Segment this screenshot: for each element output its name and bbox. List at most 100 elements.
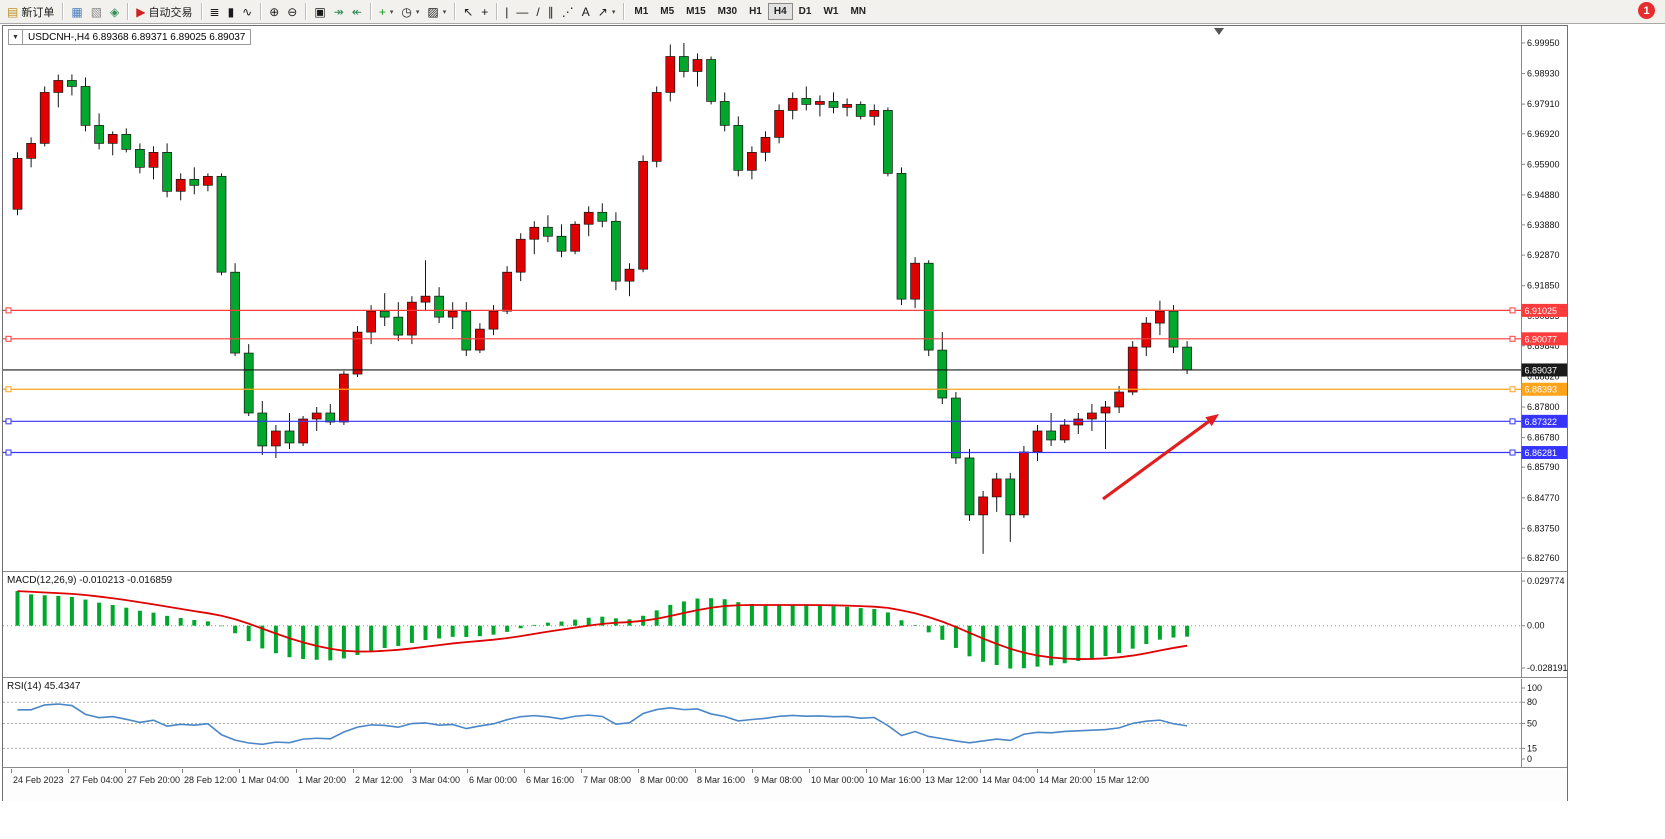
charts-icon: ▦ xyxy=(71,4,83,19)
price-tag-label: 6.86281 xyxy=(1525,448,1558,458)
notification-badge[interactable]: 1 xyxy=(1638,2,1655,19)
time-tick xyxy=(296,769,297,773)
toolbar-separator xyxy=(369,3,371,20)
horizontal-line-6.88393[interactable]: 6.88393 xyxy=(3,382,1567,396)
indicators-button[interactable]: + ▾ xyxy=(375,2,398,22)
rsi-panel[interactable]: 100 80 50 15 0 RSI(14) 45.4347 xyxy=(3,679,1567,768)
candle xyxy=(271,430,281,447)
candle xyxy=(1141,322,1152,348)
time-axis-label: 28 Feb 12:00 xyxy=(184,775,238,785)
timeframe-d1-button[interactable]: D1 xyxy=(798,6,812,17)
fibonacci-button[interactable]: ⋰ xyxy=(558,2,578,22)
time-axis-label: 8 Mar 00:00 xyxy=(640,775,689,785)
toolbar-separator xyxy=(200,3,202,20)
navigator-button[interactable]: ◈ xyxy=(106,2,123,22)
candle xyxy=(420,295,431,303)
zoom-in-button[interactable]: ⊕ xyxy=(265,2,283,22)
one-click-trading-toggle[interactable]: ▼ xyxy=(9,30,23,44)
candle xyxy=(638,160,648,270)
new-order-button[interactable]: ▤ 新订单 xyxy=(3,2,58,22)
auto-scroll-button[interactable]: ↠ xyxy=(330,2,348,22)
macd-panel[interactable]: 0.029774 0.00 -0.028191 MACD(12,26,9) -0.0… xyxy=(3,573,1567,678)
trendline-button[interactable]: / xyxy=(532,2,543,22)
macd-chart[interactable]: 0.029774 0.00 -0.028191 xyxy=(3,573,1567,678)
text-button[interactable]: A xyxy=(578,2,594,22)
timeframe-w1-button[interactable]: W1 xyxy=(823,6,839,17)
time-axis[interactable]: 24 Feb 2023 27 Feb 04:00 27 Feb 20:00 28 Fe… xyxy=(3,769,1567,801)
candlestick-chart-button[interactable]: ▮ xyxy=(224,2,239,22)
price-tag xyxy=(1521,363,1567,377)
annotation-arrow[interactable] xyxy=(1102,420,1210,501)
candle xyxy=(937,349,948,399)
price-axis-label: 6.98930 xyxy=(1527,69,1560,79)
tile-windows-button[interactable]: ▣ xyxy=(310,2,329,22)
candle xyxy=(801,98,812,105)
main-chart-panel[interactable]: 6.99950 6.98930 6.97910 6.96920 6.95900 6.948… xyxy=(3,26,1567,572)
auto-trading-icon: ▶ xyxy=(136,4,146,19)
periods-button[interactable]: ◷ ▾ xyxy=(397,2,423,22)
timeframe-h1-button[interactable]: H1 xyxy=(749,6,762,17)
candle xyxy=(855,104,866,117)
candle xyxy=(121,134,132,150)
price-tag xyxy=(1521,303,1567,317)
new-order-button-label: 新订单 xyxy=(21,6,55,19)
charts-button[interactable]: ▦ xyxy=(67,2,86,22)
bar-chart-icon: ≣ xyxy=(209,4,220,19)
candle xyxy=(366,310,376,333)
candle xyxy=(1019,451,1029,516)
candle xyxy=(1100,406,1111,414)
indicators-icon: + xyxy=(378,4,386,19)
time-tick xyxy=(467,769,468,773)
timeframe-m15-button[interactable]: M15 xyxy=(686,6,706,17)
auto-trading-button-label: 自动交易 xyxy=(148,6,193,19)
candle xyxy=(135,149,145,168)
templates-button[interactable]: ▨ ▾ xyxy=(423,2,450,22)
horizontal-line-6.87322[interactable]: 6.87322 xyxy=(3,414,1567,428)
new-order-icon: ▤ xyxy=(7,4,19,19)
candle xyxy=(393,316,404,336)
crosshair-button[interactable]: + xyxy=(477,2,492,22)
timeframe-m5-button[interactable]: M5 xyxy=(660,6,675,17)
candle xyxy=(1182,346,1192,371)
horizontal-line-6.90077[interactable]: 6.90077 xyxy=(3,332,1567,346)
bar-chart-button[interactable]: ≣ xyxy=(206,2,224,22)
candlestick-chart-icon: ▮ xyxy=(227,4,235,19)
horizontal-line-6.91025[interactable]: 6.91025 xyxy=(3,303,1567,317)
rsi-axis-label: 0 xyxy=(1527,754,1532,764)
horizontal-line-6.89037[interactable]: 6.89037 xyxy=(3,363,1567,377)
candle xyxy=(1087,412,1097,420)
candle xyxy=(284,430,295,444)
channel-button[interactable]: ∥ xyxy=(544,2,558,22)
candle xyxy=(910,262,920,300)
horizontal-line-6.86281[interactable]: 6.86281 xyxy=(3,446,1567,460)
candle xyxy=(556,235,567,252)
vertical-line-button[interactable]: | xyxy=(501,2,512,22)
rsi-axis-label: 50 xyxy=(1527,719,1537,729)
rsi-chart[interactable]: 100 80 50 150 xyxy=(3,679,1567,768)
timeframe-mn-button[interactable]: MN xyxy=(850,6,867,17)
timeframe-m1-button[interactable]: M1 xyxy=(634,6,649,17)
horizontal-line-button[interactable]: — xyxy=(512,2,532,22)
time-axis-label: 13 Mar 12:00 xyxy=(925,775,979,785)
time-tick xyxy=(809,769,810,773)
timeframe-h4-button[interactable]: H4 xyxy=(767,3,793,20)
chevron-down-icon: ▾ xyxy=(611,8,616,16)
candle xyxy=(311,412,322,420)
candle xyxy=(665,56,676,93)
rsi-axis-label: 15 xyxy=(1527,743,1537,753)
line-chart-button[interactable]: ∿ xyxy=(238,2,256,22)
zoom-out-button[interactable]: ⊖ xyxy=(283,2,301,22)
cursor-button[interactable]: ↖ xyxy=(459,2,477,22)
annotation-arrowhead xyxy=(1205,414,1219,427)
candle xyxy=(80,86,91,126)
candle xyxy=(488,310,499,330)
auto-trading-button[interactable]: ▶ 自动交易 xyxy=(132,2,196,22)
price-tag xyxy=(1521,382,1567,396)
arrows-button[interactable]: ↗ ▾ xyxy=(594,2,620,22)
candle xyxy=(203,175,213,186)
candle xyxy=(1114,391,1124,408)
chart-shift-button[interactable]: ↞ xyxy=(348,2,366,22)
candlestick-chart[interactable]: 6.99950 6.98930 6.97910 6.96920 6.95900 6.948… xyxy=(3,26,1567,572)
timeframe-m30-button[interactable]: M30 xyxy=(717,6,738,17)
profiles-button[interactable]: ▧ xyxy=(87,2,106,22)
